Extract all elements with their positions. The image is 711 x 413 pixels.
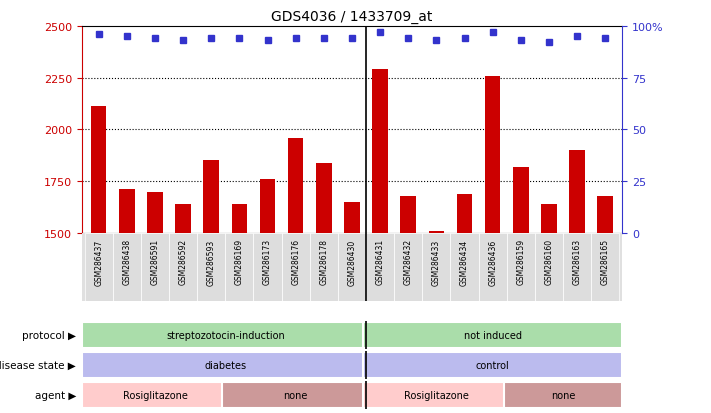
Bar [288,138,304,413]
Bar [197,233,225,301]
Text: GSM286159: GSM286159 [516,239,525,285]
Text: disease state ▶: disease state ▶ [0,360,76,370]
Bar [232,204,247,413]
Bar [225,233,253,301]
Bar [338,233,366,301]
Text: none: none [551,390,575,400]
Bar [373,70,387,413]
Bar [456,194,472,413]
Bar [422,233,451,301]
Bar [504,382,622,408]
Text: GSM286591: GSM286591 [151,239,159,285]
Text: Rosiglitazone: Rosiglitazone [404,390,469,400]
Bar [485,76,501,413]
Text: GSM286176: GSM286176 [292,239,300,285]
Text: GSM286431: GSM286431 [375,239,385,285]
Bar [479,233,507,301]
Text: GSM286430: GSM286430 [348,239,356,285]
Bar [507,233,535,301]
Text: GSM286173: GSM286173 [263,239,272,285]
Text: GSM286169: GSM286169 [235,239,244,285]
Text: GSM286434: GSM286434 [460,239,469,285]
Text: GSM286432: GSM286432 [404,239,412,285]
Bar [451,233,479,301]
Bar [113,233,141,301]
Bar [223,382,369,408]
Text: GSM286437: GSM286437 [94,239,103,285]
Title: GDS4036 / 1433709_at: GDS4036 / 1433709_at [272,10,432,24]
Text: GSM286433: GSM286433 [432,239,441,285]
Bar [85,233,113,301]
Bar [366,233,394,301]
Bar [282,233,310,301]
Bar [169,233,197,301]
Bar [363,382,510,408]
Bar [363,352,622,378]
Bar [147,192,163,413]
Text: diabetes: diabetes [204,360,246,370]
Text: none: none [284,390,308,400]
Text: GSM286438: GSM286438 [122,239,132,285]
Bar [570,151,585,413]
Bar [91,106,107,413]
Bar [176,204,191,413]
Bar [429,231,444,413]
Bar [260,180,275,413]
Bar [394,233,422,301]
Bar [82,352,369,378]
Bar [563,233,591,301]
Bar [82,323,369,348]
Bar [141,233,169,301]
Bar [400,196,416,413]
Text: GSM286163: GSM286163 [572,239,582,285]
Bar [541,204,557,413]
Text: Rosiglitazone: Rosiglitazone [122,390,188,400]
Bar [253,233,282,301]
Bar [316,163,331,413]
Bar [203,161,219,413]
Bar [82,382,228,408]
Text: agent ▶: agent ▶ [35,390,76,400]
Text: GSM286593: GSM286593 [207,239,215,285]
Bar [344,202,360,413]
Bar [597,196,613,413]
Text: GSM286436: GSM286436 [488,239,497,285]
Text: GSM286592: GSM286592 [178,239,188,285]
Text: protocol ▶: protocol ▶ [22,330,76,340]
Text: control: control [476,360,510,370]
Bar [363,323,622,348]
Text: streptozotocin-induction: streptozotocin-induction [166,330,284,340]
Bar [513,167,528,413]
Bar [310,233,338,301]
Bar [535,233,563,301]
Bar [119,190,134,413]
Text: not induced: not induced [464,330,522,340]
Text: GSM286165: GSM286165 [601,239,610,285]
Text: GSM286160: GSM286160 [545,239,553,285]
Bar [591,233,619,301]
Text: GSM286178: GSM286178 [319,239,328,285]
